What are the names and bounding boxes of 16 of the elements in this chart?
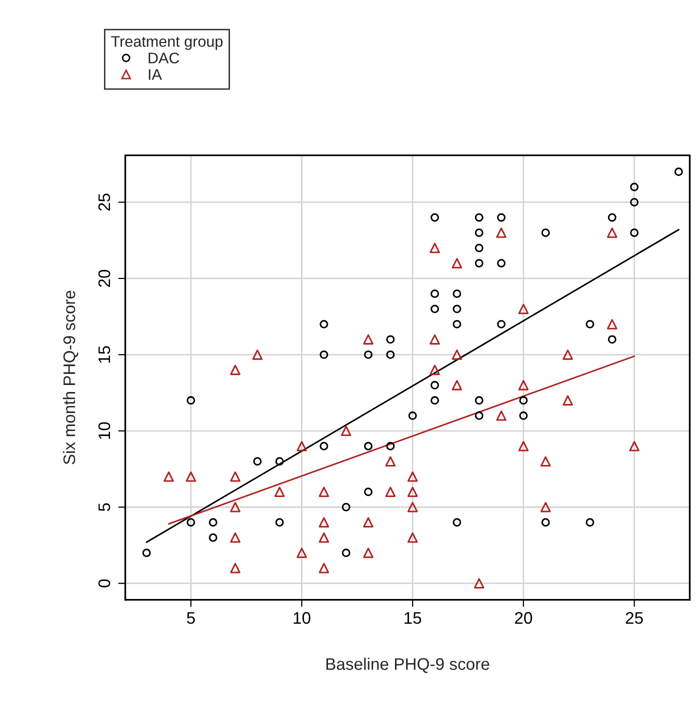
x-tick-label: 10 bbox=[294, 612, 310, 624]
x-tick-label: 15 bbox=[404, 612, 422, 624]
y-tick-label: 5 bbox=[98, 503, 110, 512]
y-tick-label: 0 bbox=[98, 579, 110, 588]
y-tick-label: 10 bbox=[98, 422, 110, 439]
y-tick-label: 25 bbox=[98, 194, 110, 211]
legend-label: IA bbox=[148, 69, 162, 80]
x-tick-label: 20 bbox=[515, 612, 532, 624]
y-tick-label: 15 bbox=[98, 346, 110, 363]
x-tick-label: 5 bbox=[186, 612, 195, 624]
legend-label: DAC bbox=[148, 52, 180, 64]
legend-title: Treatment group bbox=[111, 36, 223, 50]
x-tick-label: 25 bbox=[626, 612, 643, 624]
x-axis-title: Baseline PHQ-9 score bbox=[326, 658, 490, 673]
y-tick-label: 20 bbox=[98, 270, 110, 287]
y-axis-title: Six month PHQ-9 score bbox=[62, 290, 78, 464]
